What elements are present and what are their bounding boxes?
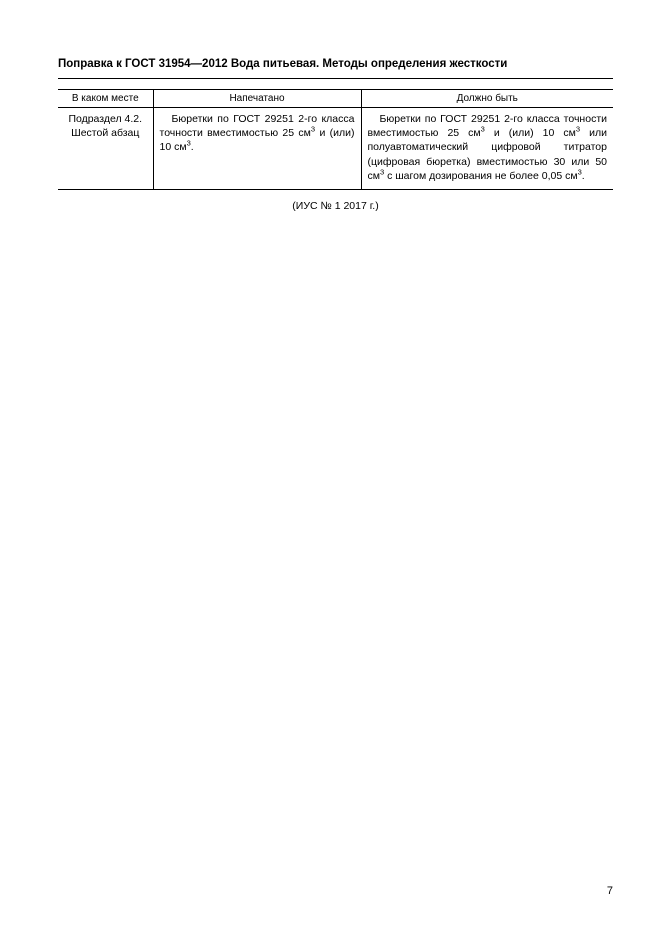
header-where: В каком месте bbox=[58, 90, 153, 108]
cell-should: Бюретки по ГОСТ 29251 2-го класса точ­но… bbox=[361, 108, 613, 190]
document-page: Поправка к ГОСТ 31954—2012 Вода питьевая… bbox=[0, 0, 661, 935]
cell-where: Подраздел 4.2. Шестой абзац bbox=[58, 108, 153, 190]
cell-printed: Бюретки по ГОСТ 29251 2-го клас­са точно… bbox=[153, 108, 361, 190]
where-line2: Шестой абзац bbox=[71, 127, 139, 139]
header-should: Должно быть bbox=[361, 90, 613, 108]
document-title: Поправка к ГОСТ 31954—2012 Вода питьевая… bbox=[58, 56, 613, 72]
table-header-row: В каком месте Напечатано Должно быть bbox=[58, 90, 613, 108]
header-printed: Напечатано bbox=[153, 90, 361, 108]
table-row: Подраздел 4.2. Шестой абзац Бюретки по Г… bbox=[58, 108, 613, 190]
page-number: 7 bbox=[607, 885, 613, 897]
title-underline bbox=[58, 78, 613, 79]
source-note: (ИУС № 1 2017 г.) bbox=[58, 200, 613, 212]
where-line1: Подраздел 4.2. bbox=[68, 113, 142, 125]
errata-table: В каком месте Напечатано Должно быть Под… bbox=[58, 89, 613, 190]
